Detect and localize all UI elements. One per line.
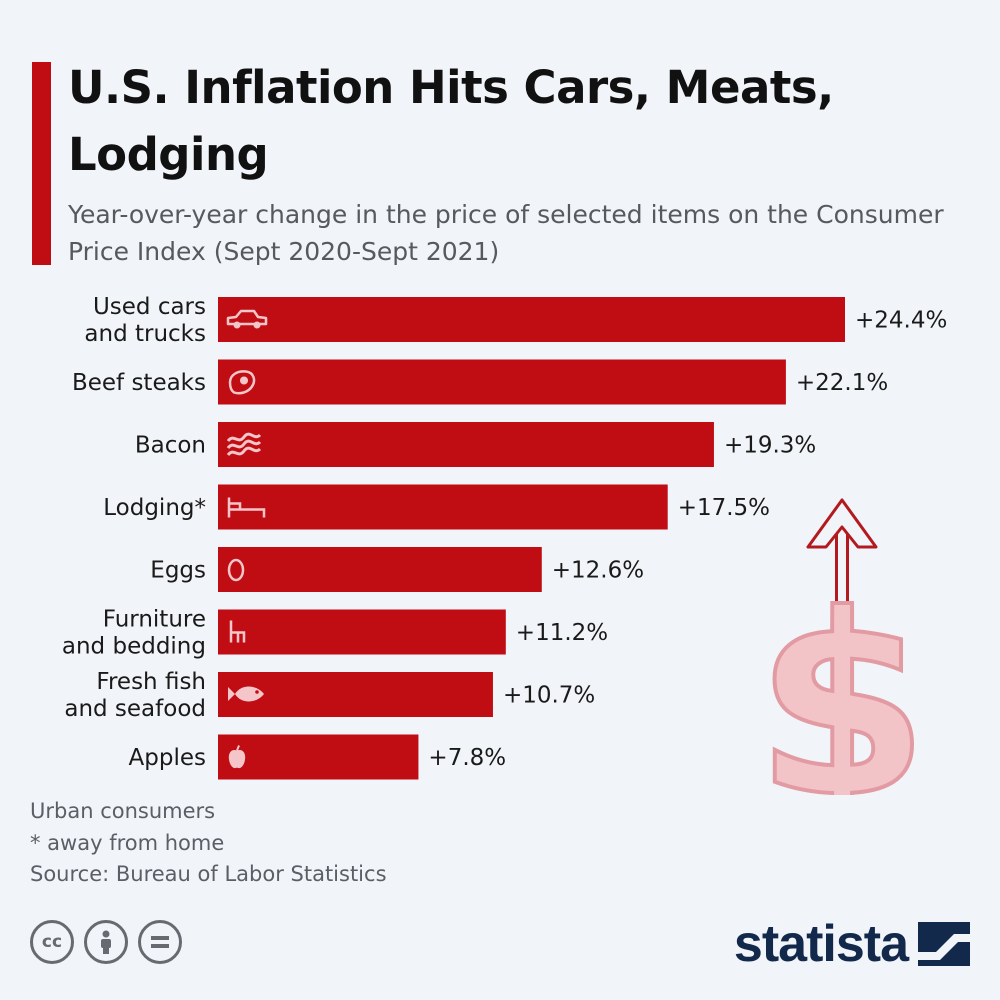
nd-icon[interactable] [138,920,182,964]
bar [218,672,493,717]
chair-icon [229,620,246,643]
license-icons: cc [30,920,182,964]
value-label: +22.1% [796,370,888,396]
bed-icon [227,497,266,518]
bar-chart: $ +24.4% Used cars and trucks +22.1% Beef st… [62,294,947,795]
category-label: Furniture and bedding [62,607,206,660]
bar [218,547,542,592]
value-label: +12.6% [552,558,644,584]
page-title: U.S. Inflation Hits Cars, Meats, Lodging [68,61,834,181]
cc-icon[interactable]: cc [30,920,74,964]
value-label: +17.5% [678,495,770,521]
category-label: Apples [129,745,206,771]
bar [218,422,714,467]
category-label: Fresh fish and seafood [64,669,206,722]
bar [218,484,668,530]
footnote-source: Source: Bureau of Labor Statistics [30,862,387,886]
category-label: Beef steaks [72,370,206,396]
category-label: Bacon [135,433,206,459]
value-label: +24.4% [855,308,947,334]
value-label: +19.3% [724,433,816,459]
bar [218,297,845,342]
title-accent-bar [32,62,51,265]
bar [218,359,786,405]
statista-logo-icon [918,922,970,966]
footnotes: Urban consumers * away from home Source:… [30,796,387,891]
bar [218,609,506,655]
brand-name: statista [733,915,909,973]
footnote-urban: Urban consumers [30,799,216,823]
category-label: Used cars and trucks [84,294,206,347]
egg-icon [227,558,245,582]
dollar-arrow-icon: $ [753,498,931,795]
bar [218,734,419,780]
svg-text:$: $ [755,561,929,795]
statista-brand[interactable]: statista [734,916,970,972]
category-label: Eggs [150,558,206,584]
bacon-icon [226,432,262,457]
fish-icon [228,686,264,702]
category-label: Lodging* [103,495,206,521]
page-subtitle: Year-over-year change in the price of se… [68,200,944,266]
apple-icon [228,745,246,769]
steak-icon [228,370,256,395]
value-label: +10.7% [503,683,595,709]
value-label: +11.2% [516,620,608,646]
car-icon [226,309,268,329]
footnote-lodging: * away from home [30,830,225,855]
value-label: +7.8% [428,745,506,771]
by-icon[interactable] [84,920,128,964]
